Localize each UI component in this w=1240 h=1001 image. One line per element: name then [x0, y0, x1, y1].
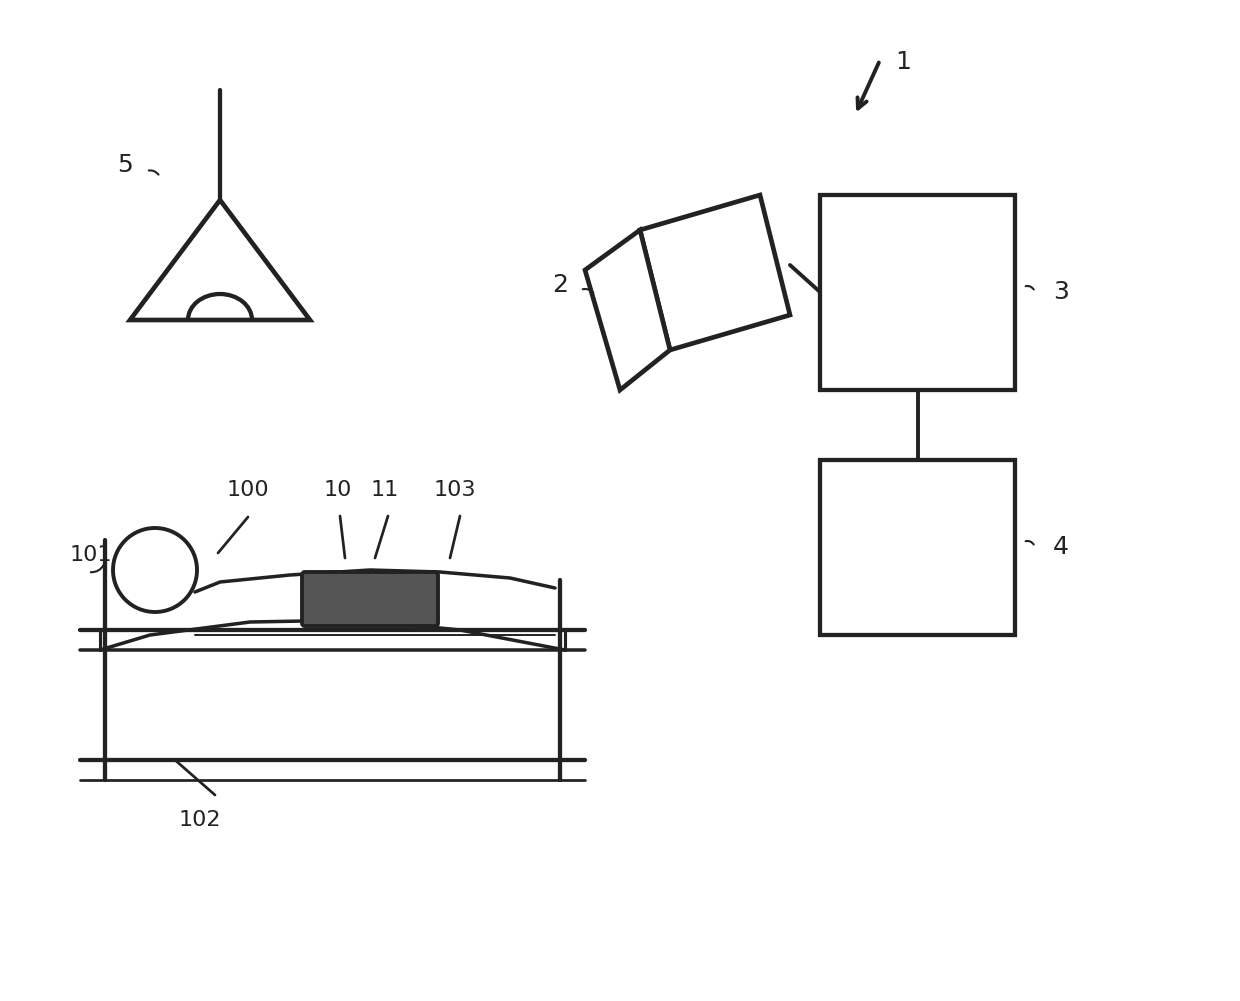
Text: 11: 11 [371, 480, 399, 500]
Polygon shape [640, 195, 790, 350]
Text: 101: 101 [69, 545, 113, 565]
Polygon shape [585, 230, 670, 390]
Bar [820, 460, 1016, 635]
Text: 103: 103 [434, 480, 476, 500]
Bar [820, 195, 1016, 390]
Text: 100: 100 [227, 480, 269, 500]
Text: 1: 1 [895, 50, 911, 74]
Text: 102: 102 [179, 810, 221, 830]
Polygon shape [130, 200, 310, 320]
Text: 5: 5 [118, 153, 133, 177]
Text: 10: 10 [324, 480, 352, 500]
FancyBboxPatch shape [303, 572, 438, 626]
Text: 2: 2 [552, 273, 568, 297]
Circle shape [113, 528, 197, 612]
Text: 3: 3 [1053, 280, 1069, 304]
Text: 4: 4 [1053, 535, 1069, 559]
